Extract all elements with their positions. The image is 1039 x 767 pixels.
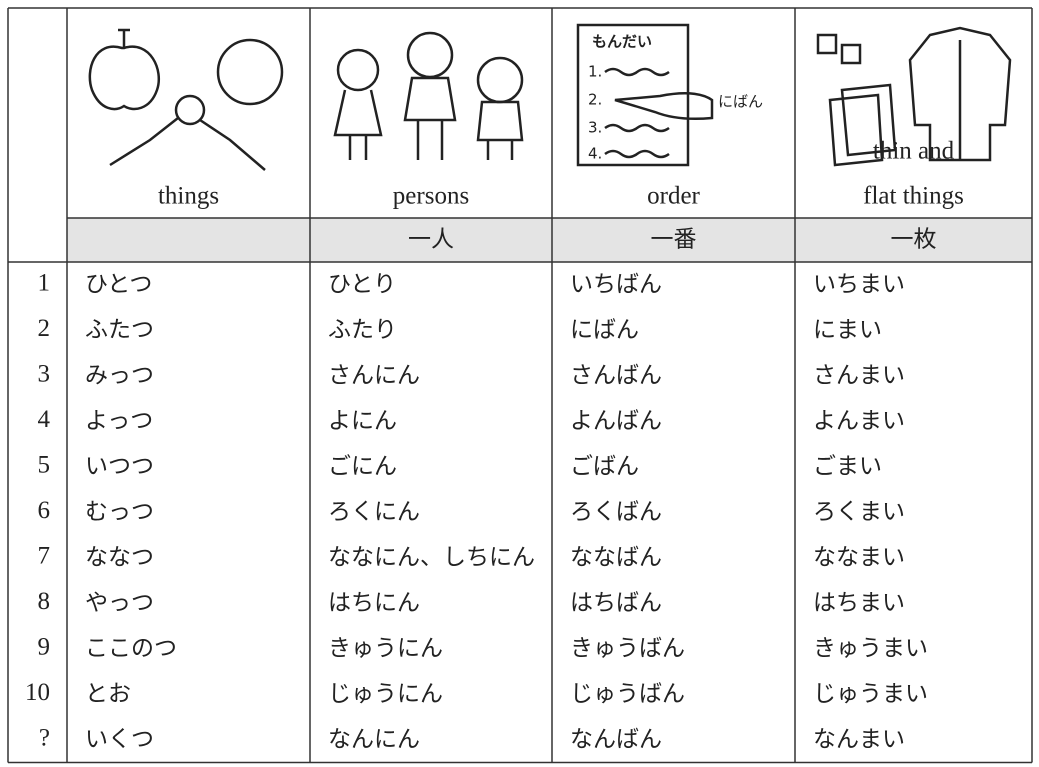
column-label: persons (393, 183, 469, 210)
reading: ろくにん (328, 499, 420, 525)
row-number: 1 (38, 269, 51, 296)
reading: やっつ (85, 590, 154, 616)
reading: きゅうまい (813, 635, 928, 661)
counter: 一人 (408, 227, 454, 253)
reading: ごばん (570, 453, 639, 479)
reading: さんばん (570, 362, 662, 388)
apple (88, 45, 161, 111)
row-number: 7 (38, 542, 51, 569)
illustration-item: 1. (588, 63, 602, 81)
row-number: 8 (38, 588, 51, 615)
illustrations (88, 23, 1012, 171)
reading: きゅうにん (328, 635, 443, 661)
illustration-item: 2. (588, 91, 602, 109)
paper-stack (828, 83, 897, 167)
row-number: 6 (38, 497, 51, 524)
column-label: things (158, 183, 219, 210)
reading: ろくまい (813, 499, 905, 525)
reading: さんまい (813, 362, 905, 388)
illustration-item: 4. (588, 145, 602, 163)
illustration-title: もんだい (592, 33, 652, 51)
reading: きゅうばん (570, 635, 685, 661)
row-number: 4 (38, 406, 51, 433)
illustration-item: 3. (588, 119, 602, 137)
row-number: ? (39, 724, 50, 751)
answer-lines (604, 67, 670, 159)
row-number: 3 (38, 360, 51, 387)
shirt (908, 26, 1012, 162)
reading: はちにん (328, 590, 420, 616)
reading: いちばん (570, 271, 662, 297)
reading: よっつ (85, 408, 153, 434)
reading: ひとり (328, 271, 396, 297)
reading: ごまい (813, 453, 882, 479)
reading: じゅうまい (813, 681, 928, 707)
reading: ななばん (570, 544, 662, 570)
reading: さんにん (328, 362, 420, 388)
apple-stem (118, 28, 130, 48)
reading: ななにん、しちにん (328, 544, 535, 570)
counter: 一番 (651, 227, 697, 253)
girl-body (333, 89, 383, 160)
reading: とお (85, 681, 131, 707)
reading: はちばん (570, 590, 662, 616)
row-number: 10 (25, 679, 50, 706)
key-ring (174, 94, 206, 126)
boy-body (476, 100, 524, 160)
reading: ななつ (85, 544, 154, 570)
reading: いつつ (85, 453, 154, 479)
girl-head (336, 48, 380, 92)
reading: にまい (813, 317, 882, 343)
illustration-pointer: にばん (718, 93, 763, 111)
reading: ひとつ (85, 271, 152, 297)
reading: ごにん (328, 453, 397, 479)
man-body (403, 76, 457, 160)
reading: いくつ (85, 726, 154, 752)
reading: よにん (328, 408, 397, 434)
reading: ろくばん (570, 499, 662, 525)
stamp (816, 33, 838, 55)
keys (109, 117, 266, 171)
reading: ここのつ (85, 635, 177, 661)
reading: なんにん (328, 726, 420, 752)
reading: いちまい (813, 271, 905, 297)
pointing-hand (614, 92, 714, 120)
reading: ななまい (813, 544, 905, 570)
orange (216, 38, 284, 106)
reading: ふたり (328, 317, 397, 343)
column-label: order (647, 183, 700, 210)
row-number: 2 (38, 315, 51, 342)
reading: よんまい (813, 408, 905, 434)
reading: よんばん (570, 408, 662, 434)
reading: むっつ (85, 499, 154, 525)
boy-head (476, 56, 524, 104)
row-number: 5 (38, 451, 51, 478)
stamp (840, 43, 862, 65)
counter: 一枚 (891, 227, 937, 253)
reading: ふたつ (85, 317, 154, 343)
reading: なんまい (813, 726, 905, 752)
man-head (406, 31, 454, 79)
reading: じゅうばん (570, 681, 685, 707)
reading: にばん (570, 317, 639, 343)
column-label: flat things (863, 183, 964, 210)
reading: みっつ (85, 362, 154, 388)
reading: はちまい (813, 590, 905, 616)
counter-row-bg (67, 218, 1032, 262)
reading: じゅうにん (328, 681, 443, 707)
paper (576, 23, 690, 167)
column-label: thin and (873, 138, 955, 165)
reading: なんばん (570, 726, 662, 752)
row-number: 9 (38, 633, 51, 660)
